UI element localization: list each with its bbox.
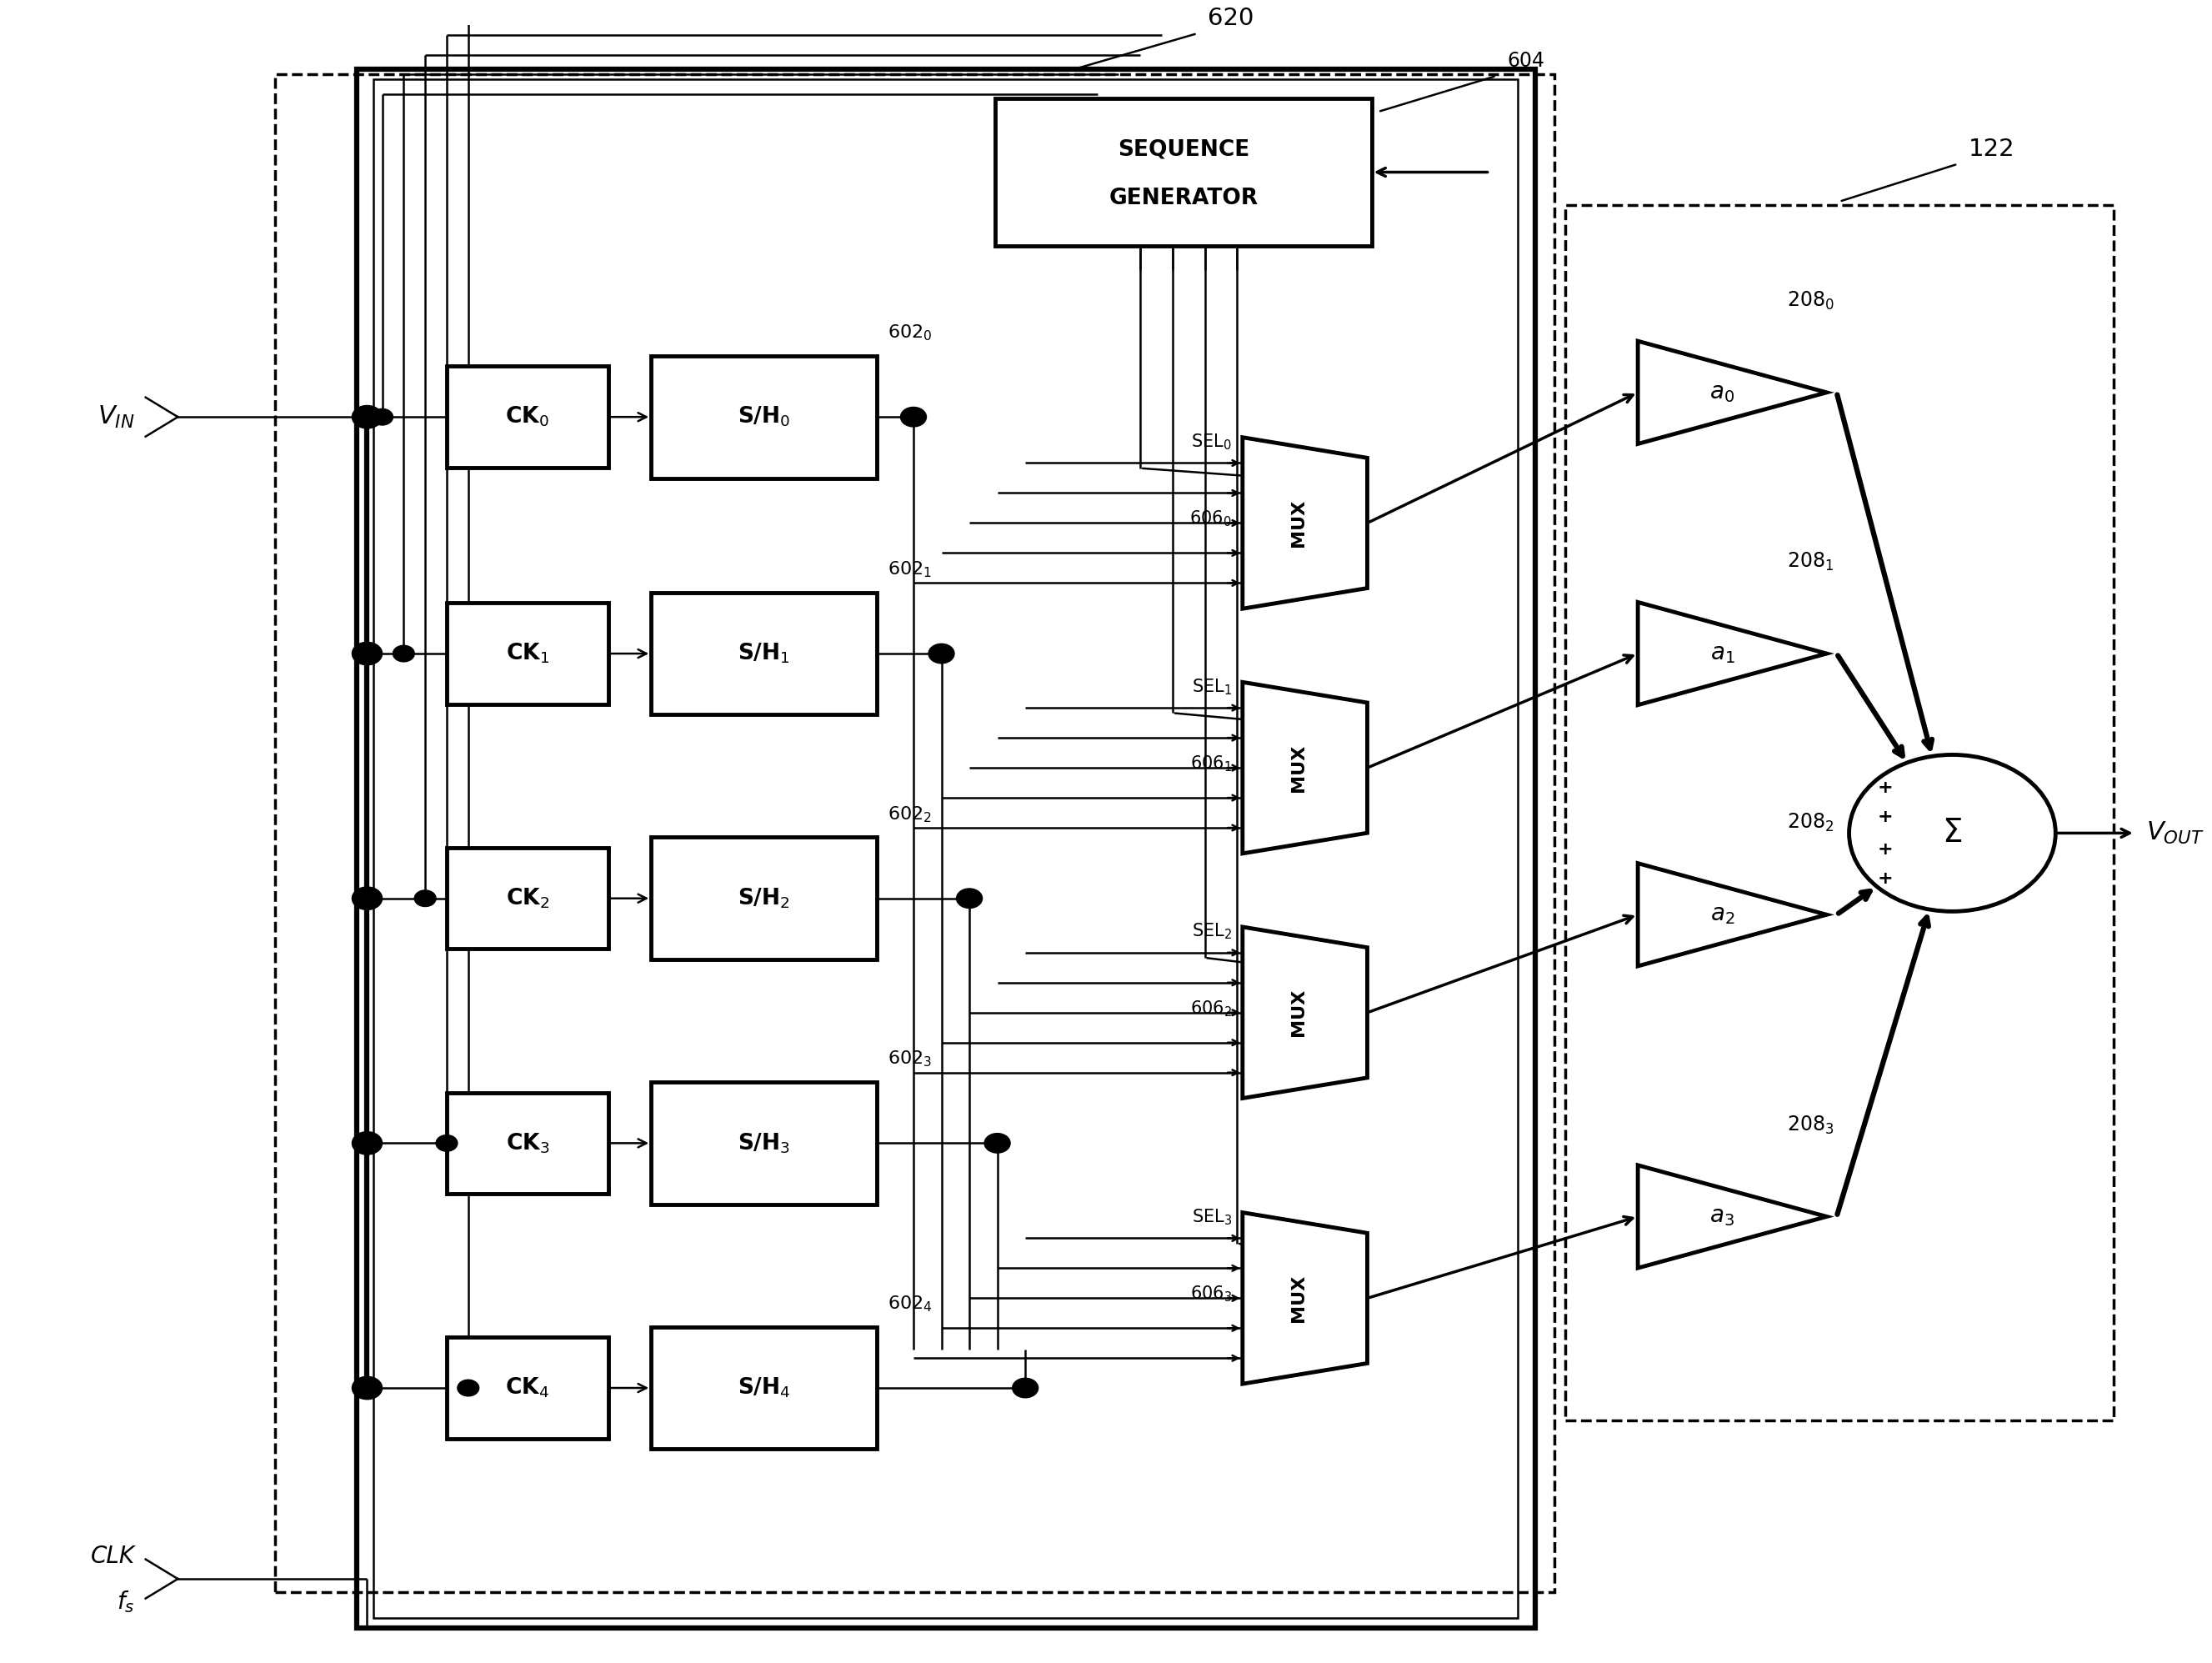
Text: CK$_1$: CK$_1$ — [507, 642, 549, 665]
Circle shape — [352, 1377, 383, 1399]
Text: SEL$_1$: SEL$_1$ — [1192, 677, 1232, 697]
Text: +: + — [1878, 841, 1893, 858]
Text: a$_3$: a$_3$ — [1710, 1206, 1734, 1229]
Circle shape — [394, 645, 414, 662]
Text: SEL$_0$: SEL$_0$ — [1192, 432, 1232, 452]
Text: 602$_4$: 602$_4$ — [887, 1294, 931, 1314]
Text: 604: 604 — [1506, 52, 1544, 72]
Circle shape — [929, 644, 953, 664]
Text: SEL$_2$: SEL$_2$ — [1192, 921, 1232, 941]
Polygon shape — [1243, 1212, 1367, 1384]
Text: 606$_3$: 606$_3$ — [1190, 1284, 1232, 1304]
Text: 606$_1$: 606$_1$ — [1190, 753, 1232, 773]
Circle shape — [352, 406, 383, 429]
Polygon shape — [1637, 341, 1827, 444]
Text: 602$_1$: 602$_1$ — [887, 560, 931, 579]
Text: MUX: MUX — [1290, 989, 1307, 1036]
Text: 606$_2$: 606$_2$ — [1190, 998, 1232, 1018]
Text: S/H$_0$: S/H$_0$ — [737, 406, 790, 429]
Bar — [650, 1327, 876, 1448]
Bar — [650, 836, 876, 960]
Text: S/H$_1$: S/H$_1$ — [739, 642, 790, 665]
Bar — [356, 70, 1535, 1628]
Bar — [447, 366, 608, 467]
Bar — [650, 1083, 876, 1204]
Bar — [447, 1337, 608, 1438]
Text: CK$_4$: CK$_4$ — [504, 1375, 549, 1400]
Circle shape — [372, 409, 394, 426]
Bar — [650, 356, 876, 479]
Text: a$_0$: a$_0$ — [1710, 381, 1734, 404]
Text: $f_s$: $f_s$ — [117, 1588, 135, 1615]
Bar — [274, 75, 1555, 1591]
Text: MUX: MUX — [1290, 499, 1307, 547]
Polygon shape — [1243, 437, 1367, 609]
Bar — [650, 592, 876, 715]
Text: SEQUENCE: SEQUENCE — [1117, 138, 1250, 160]
Text: S/H$_4$: S/H$_4$ — [737, 1375, 790, 1400]
Text: MUX: MUX — [1290, 743, 1307, 792]
Text: CK$_2$: CK$_2$ — [507, 886, 549, 910]
Polygon shape — [1637, 863, 1827, 966]
Bar — [374, 80, 1517, 1618]
Text: 208$_0$: 208$_0$ — [1787, 289, 1834, 311]
Bar — [1566, 205, 2115, 1420]
Text: 620: 620 — [1208, 7, 1254, 30]
Text: 606$_0$: 606$_0$ — [1190, 509, 1232, 529]
Text: $V_{OUT}$: $V_{OUT}$ — [2146, 820, 2203, 846]
Text: S/H$_2$: S/H$_2$ — [739, 886, 790, 910]
Circle shape — [436, 1134, 458, 1151]
Text: $V_{IN}$: $V_{IN}$ — [97, 404, 135, 431]
Text: 208$_3$: 208$_3$ — [1787, 1114, 1834, 1136]
Text: +: + — [1878, 808, 1893, 825]
Text: SEL$_3$: SEL$_3$ — [1192, 1207, 1232, 1227]
Circle shape — [352, 1133, 383, 1154]
Text: +: + — [1878, 870, 1893, 886]
Bar — [447, 1093, 608, 1194]
Text: a$_2$: a$_2$ — [1710, 903, 1734, 926]
Circle shape — [956, 888, 982, 908]
Text: 208$_1$: 208$_1$ — [1787, 550, 1834, 572]
Circle shape — [900, 407, 927, 427]
Polygon shape — [1243, 682, 1367, 853]
Text: GENERATOR: GENERATOR — [1108, 188, 1259, 210]
Text: $\Sigma$: $\Sigma$ — [1942, 817, 1962, 848]
Text: a$_1$: a$_1$ — [1710, 642, 1734, 665]
Text: 122: 122 — [1969, 138, 2015, 161]
Circle shape — [414, 890, 436, 906]
Bar — [447, 604, 608, 703]
Circle shape — [458, 1380, 480, 1397]
Text: MUX: MUX — [1290, 1274, 1307, 1322]
Circle shape — [352, 642, 383, 665]
Polygon shape — [1243, 926, 1367, 1098]
Text: CK$_0$: CK$_0$ — [507, 406, 549, 429]
Bar — [995, 98, 1371, 246]
Text: +: + — [1878, 778, 1893, 795]
Text: 602$_3$: 602$_3$ — [887, 1049, 931, 1069]
Polygon shape — [1637, 1166, 1827, 1267]
Text: CK$_3$: CK$_3$ — [507, 1131, 549, 1156]
Circle shape — [1013, 1379, 1037, 1397]
Text: S/H$_3$: S/H$_3$ — [737, 1131, 790, 1156]
Text: CLK: CLK — [91, 1545, 135, 1568]
Circle shape — [984, 1134, 1011, 1152]
Text: 602$_0$: 602$_0$ — [887, 323, 931, 343]
Circle shape — [352, 886, 383, 910]
Text: 602$_2$: 602$_2$ — [887, 805, 931, 825]
Bar — [447, 848, 608, 950]
Text: 208$_2$: 208$_2$ — [1787, 812, 1834, 833]
Polygon shape — [1637, 602, 1827, 705]
Circle shape — [1849, 755, 2055, 911]
